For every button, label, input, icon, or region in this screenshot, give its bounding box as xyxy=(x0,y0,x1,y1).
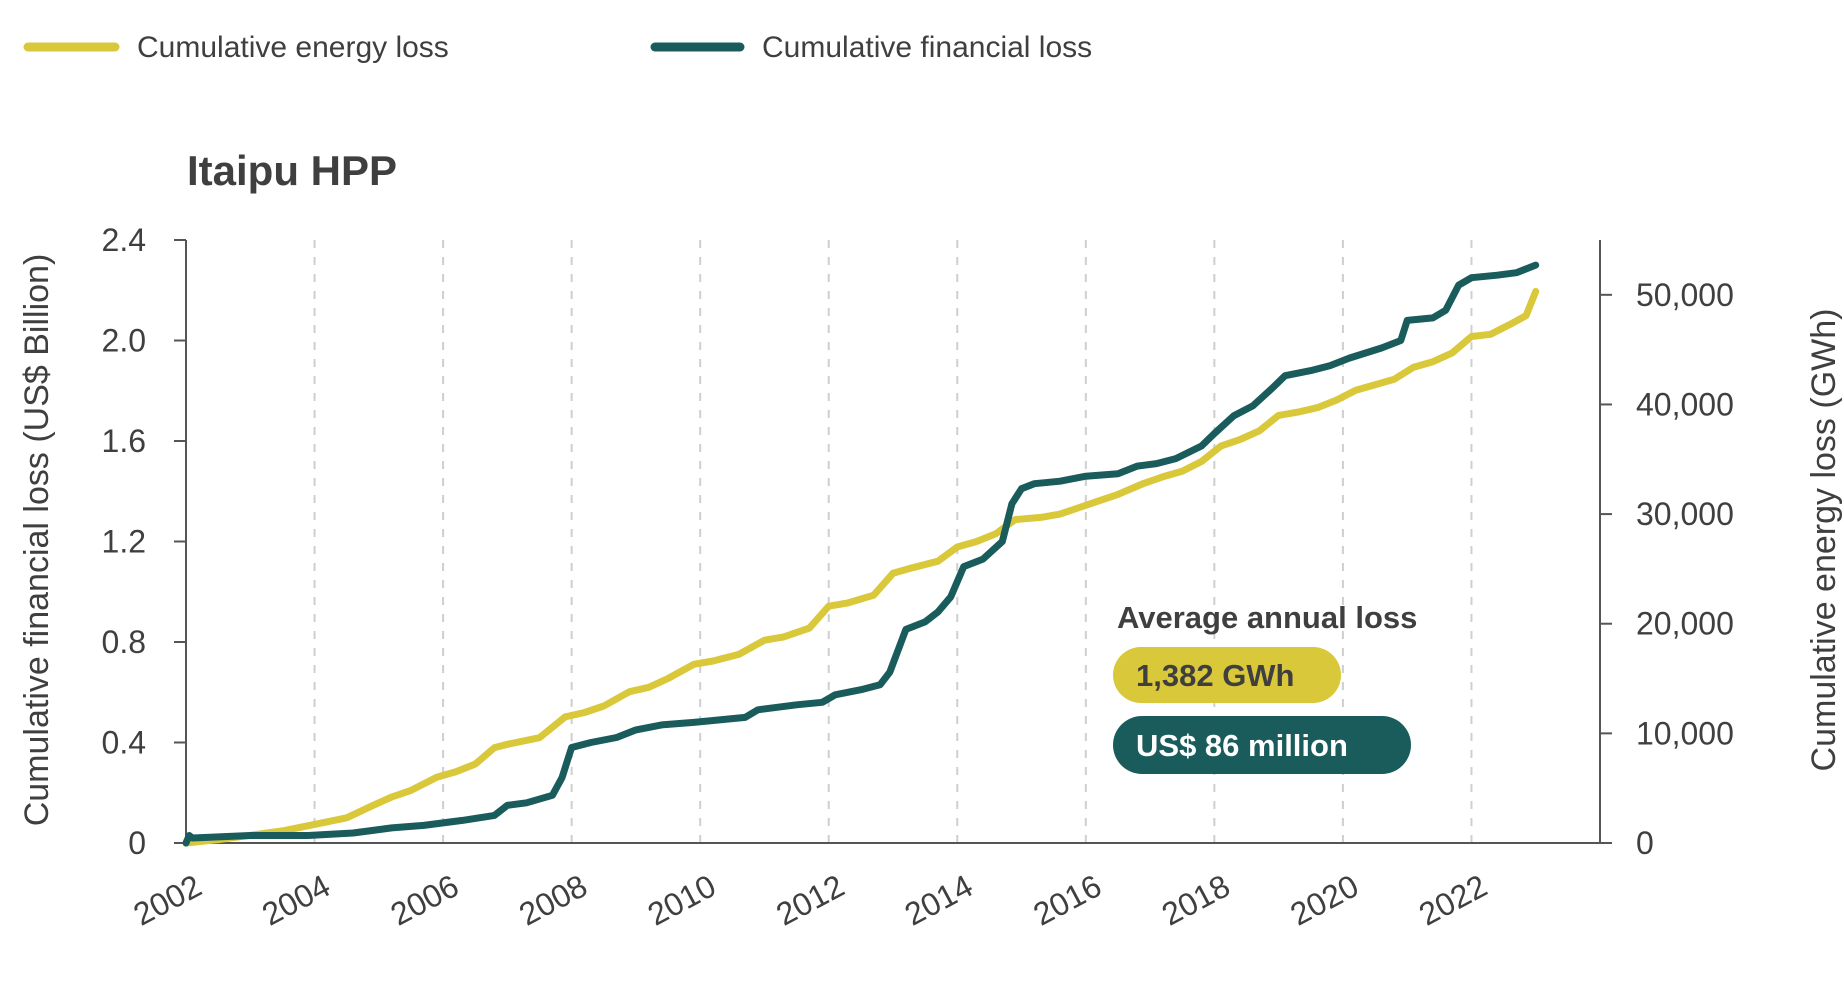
y-right-axis-title: Cumulative energy loss (GWh) xyxy=(1805,309,1843,772)
x-tick-label-2016: 2016 xyxy=(1027,867,1107,932)
y-right-tick-label-0: 0 xyxy=(1636,825,1654,861)
legend: Cumulative energy loss Cumulative financ… xyxy=(23,31,1092,64)
financial-badge xyxy=(1113,716,1411,774)
y-right-tick-label-30,000: 30,000 xyxy=(1636,496,1734,532)
x-tick-label-2022: 2022 xyxy=(1413,867,1493,932)
x-tick-label-2004: 2004 xyxy=(256,867,336,932)
x-tick-label-2010: 2010 xyxy=(642,867,722,932)
y-left-tick-label-2.4: 2.4 xyxy=(102,222,146,258)
series-lines xyxy=(182,261,1540,847)
y-left-tick-label-0.8: 0.8 xyxy=(102,624,146,660)
tick-labels: 2002 2004 2006 2008 2010 2012 2014 2016 2018 2020… xyxy=(102,222,1734,933)
series-line-cumulative-energy-loss xyxy=(182,288,1540,847)
x-tick-label-2018: 2018 xyxy=(1156,867,1236,932)
legend-financial-label: Cumulative financial loss xyxy=(762,31,1092,64)
x-tick-label-2020: 2020 xyxy=(1284,867,1364,932)
x-tick-label-2006: 2006 xyxy=(385,867,465,932)
energy-badge xyxy=(1113,647,1341,703)
x-tick-label-2002: 2002 xyxy=(128,867,208,932)
y-left-tick-label-0.4: 0.4 xyxy=(102,725,146,761)
x-tick-label-2012: 2012 xyxy=(770,867,850,932)
axes xyxy=(174,239,1612,844)
y-left-tick-label-2.0: 2.0 xyxy=(102,323,146,359)
y-right-tick-label-10,000: 10,000 xyxy=(1636,715,1734,751)
y-right-tick-label-40,000: 40,000 xyxy=(1636,386,1734,422)
y-left-tick-label-0: 0 xyxy=(128,825,146,861)
annotation-box: Average annual loss 1,382 GWh US$ 86 mil… xyxy=(1113,600,1417,774)
x-tick-label-2014: 2014 xyxy=(899,867,979,932)
energy-badge-text: 1,382 GWh xyxy=(1136,658,1295,693)
y-left-tick-label-1.2: 1.2 xyxy=(102,524,146,560)
y-left-axis-title: Cumulative financial loss (US$ Billion) xyxy=(18,254,56,827)
y-left-tick-label-1.6: 1.6 xyxy=(102,423,146,459)
legend-energy-label: Cumulative energy loss xyxy=(137,31,449,64)
series-line-cumulative-financial-loss xyxy=(182,261,1540,847)
x-tick-label-2008: 2008 xyxy=(513,867,593,932)
financial-badge-text: US$ 86 million xyxy=(1136,728,1348,763)
y-right-tick-label-20,000: 20,000 xyxy=(1636,606,1734,642)
y-right-tick-label-50,000: 50,000 xyxy=(1636,277,1734,313)
annotation-title: Average annual loss xyxy=(1117,600,1417,635)
chart-title: Itaipu HPP xyxy=(187,147,397,194)
